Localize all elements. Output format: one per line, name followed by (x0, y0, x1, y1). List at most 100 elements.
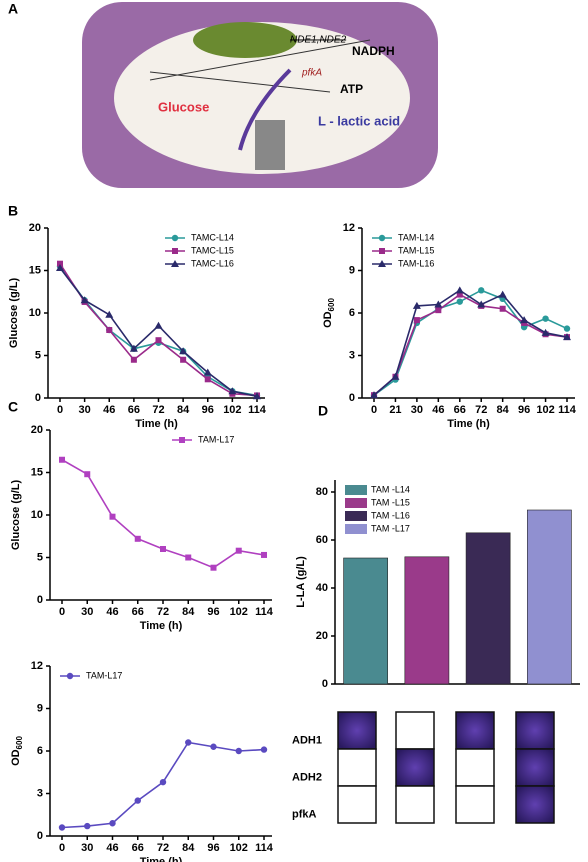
x-tick-label: 102 (536, 404, 554, 416)
x-tick-label: 46 (103, 404, 115, 416)
x-tick-label: 114 (248, 404, 267, 416)
y-tick-label: 40 (316, 582, 328, 594)
x-tick-label: 30 (81, 606, 93, 618)
marker (520, 316, 529, 324)
marker (130, 356, 137, 363)
x-axis-label: Time (h) (140, 620, 183, 632)
legend-label: TAM -L17 (371, 523, 410, 533)
marker (57, 260, 63, 267)
marker (109, 513, 116, 520)
y-tick-label: 3 (37, 787, 43, 799)
x-tick-label: 66 (132, 842, 144, 854)
x-tick-label: 84 (182, 606, 195, 618)
legend-swatch (345, 498, 367, 508)
x-tick-label: 96 (207, 842, 219, 854)
marker (563, 325, 571, 332)
y-tick-label: 80 (316, 486, 328, 498)
x-tick-label: 30 (79, 404, 91, 416)
marker (204, 376, 211, 383)
x-tick-label: 46 (432, 404, 444, 416)
marker (542, 315, 549, 322)
y-axis-label: Glucose (g/L) (10, 480, 22, 551)
legend-label: TAM-L14 (398, 232, 434, 242)
pathway-arrow (238, 68, 292, 151)
marker (160, 546, 166, 552)
legend-label: TAM-L17 (86, 670, 122, 680)
gene-cell (395, 785, 435, 824)
legend-swatch (345, 485, 367, 495)
mitochondrion (193, 22, 297, 58)
marker (370, 391, 378, 399)
marker (59, 456, 65, 463)
x-tick-label: 72 (475, 404, 487, 416)
marker (235, 747, 242, 755)
legend-label: TAM-L16 (398, 258, 434, 268)
marker (563, 333, 571, 341)
x-tick-label: 96 (207, 606, 219, 618)
gene-cell (455, 711, 495, 750)
product-label: L - lactic acid (318, 113, 400, 128)
series-line (59, 267, 258, 398)
gene-cell (395, 711, 435, 750)
y-tick-label: 20 (316, 630, 328, 642)
gene-cell (337, 748, 377, 787)
y-tick-label: 0 (35, 392, 41, 404)
y-tick-label: 15 (31, 466, 43, 478)
x-axis-label: Time (h) (135, 418, 178, 430)
x-tick-label: 96 (202, 404, 214, 416)
x-tick-label: 21 (389, 404, 401, 416)
marker (456, 291, 463, 298)
marker (185, 554, 192, 561)
series-line (59, 263, 258, 397)
y-tick-label: 0 (37, 594, 43, 606)
series-line (373, 293, 568, 396)
marker (477, 300, 486, 308)
y-axis-label-text: OD (10, 749, 22, 766)
marker (412, 301, 421, 309)
marker (455, 286, 464, 294)
x-tick-label: 0 (59, 606, 65, 618)
y-axis-label: L-LA (g/L) (295, 556, 307, 608)
gene-cell (455, 785, 495, 824)
bar (465, 532, 511, 685)
marker (499, 305, 506, 312)
marker (134, 535, 141, 542)
gene-cell (455, 748, 495, 787)
series-line (373, 289, 568, 396)
x-tick-label: 84 (497, 404, 510, 416)
marker (56, 263, 64, 271)
x-tick-label: 72 (157, 842, 169, 854)
x-tick-label: 66 (454, 404, 466, 416)
marker (171, 234, 179, 242)
pathway-line (149, 71, 331, 93)
y-tick-label: 15 (29, 264, 41, 276)
panel-label: C (8, 399, 18, 415)
marker (159, 778, 167, 786)
x-tick-label: 114 (558, 404, 577, 416)
y-tick-label: 9 (349, 264, 355, 276)
energy-label: ATP (340, 82, 363, 96)
x-tick-label: 84 (177, 404, 190, 416)
marker (155, 337, 162, 344)
x-tick-label: 114 (255, 842, 274, 854)
marker (378, 234, 386, 242)
stove-icon (255, 120, 285, 170)
y-axis-label-text: Glucose (g/L) (8, 278, 20, 349)
y-tick-label: 0 (322, 678, 328, 690)
x-tick-label: 0 (59, 842, 65, 854)
x-tick-label: 102 (230, 842, 248, 854)
gene-cell (515, 711, 555, 750)
x-tick-label: 0 (371, 404, 377, 416)
y-tick-label: 0 (349, 392, 355, 404)
x-axis-label: Time (h) (140, 856, 183, 862)
cytoplasm (114, 22, 410, 174)
gene-cell (337, 711, 377, 750)
y-tick-label: 9 (37, 702, 43, 714)
y-tick-label: 3 (349, 349, 355, 361)
pathway-line (149, 39, 371, 81)
x-tick-label: 96 (518, 404, 530, 416)
y-tick-label: 60 (316, 534, 328, 546)
y-tick-label: 20 (31, 424, 43, 436)
marker (134, 797, 141, 804)
marker (541, 328, 550, 336)
